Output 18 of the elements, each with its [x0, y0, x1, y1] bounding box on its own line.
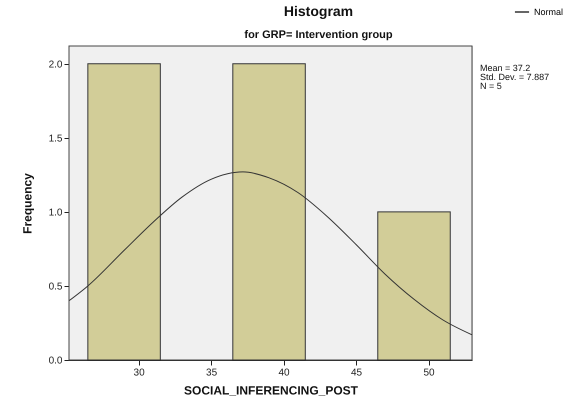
text: Std. Dev. = 7.887: [480, 72, 550, 82]
y-tick-label: 0.0: [48, 356, 63, 366]
y-tick-label: 1.0: [48, 207, 63, 218]
legend-label: Normal: [534, 7, 564, 17]
chart-subtitle: for GRP= Intervention group: [244, 29, 393, 41]
y-tick-label: 0.5: [48, 281, 63, 292]
x-tick-label: 45: [350, 368, 363, 378]
y-tick-label: 1.5: [48, 133, 63, 144]
x-axis-title: SOCIAL_INFERENCING_POST: [184, 384, 359, 398]
y-tick-label: 2.0: [48, 59, 63, 70]
x-tick-label: 35: [206, 368, 218, 378]
text: Mean = 37.2: [480, 63, 530, 73]
y-axis-title: Frequency: [20, 172, 35, 234]
text: N = 5: [480, 81, 502, 91]
x-tick-label: 50: [423, 368, 436, 378]
chart-title: Histogram: [284, 3, 354, 19]
x-tick-label: 30: [134, 368, 146, 378]
x-tick-label: 40: [278, 368, 290, 378]
